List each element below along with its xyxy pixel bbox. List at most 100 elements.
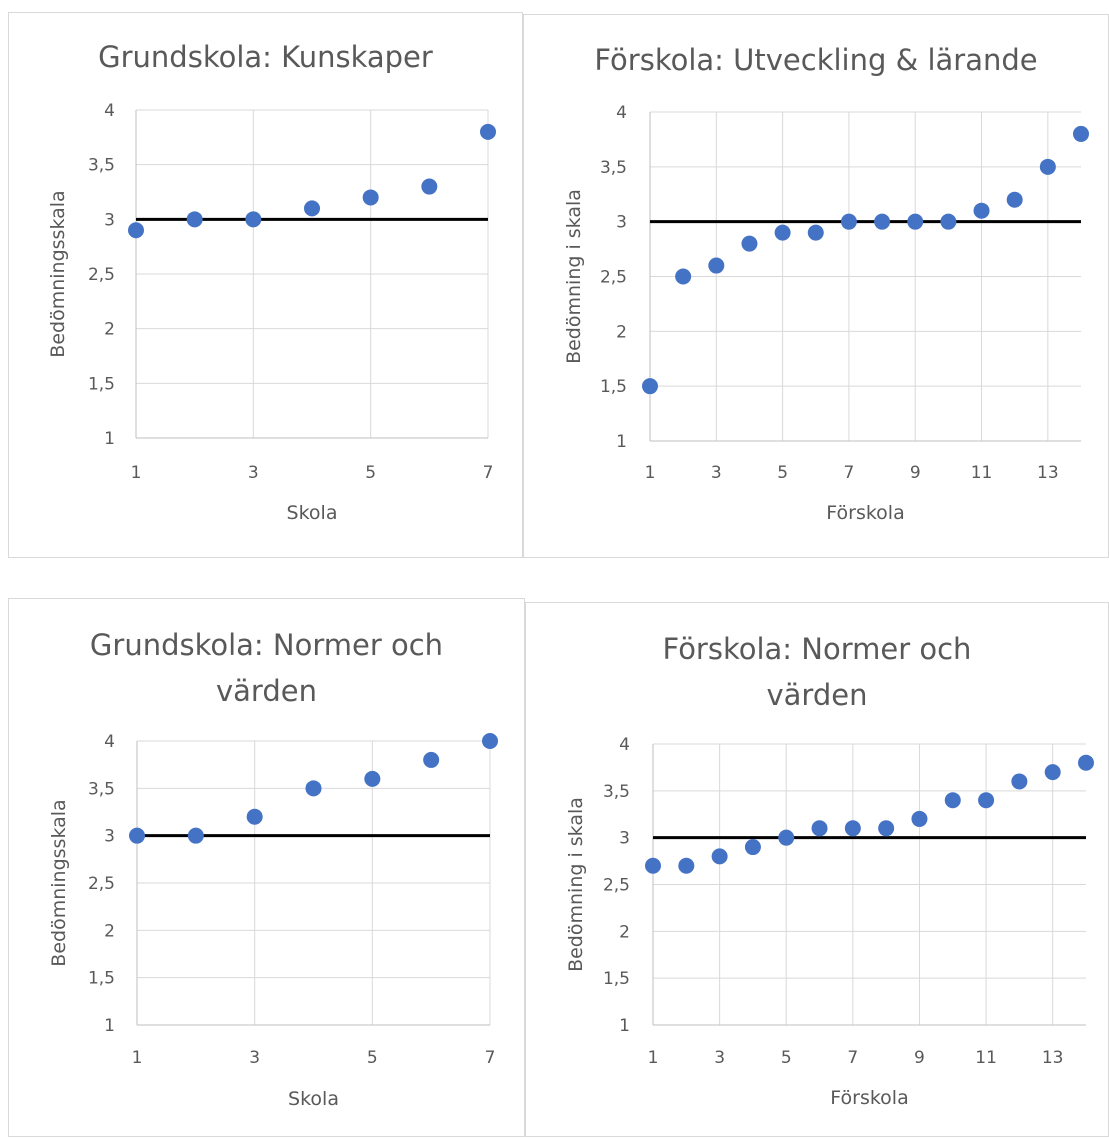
chart-panel-grundskola-normer: Grundskola: Normer och värden 1 1,5 2 2,5 3 3… [8, 598, 525, 1137]
x-tick-label: 5 [367, 1048, 378, 1068]
chart-title: Förskola: Normer och värden [662, 632, 972, 712]
y-tick-label: 4 [104, 732, 115, 752]
data-point [878, 820, 895, 837]
data-point [944, 792, 961, 809]
data-point [421, 178, 438, 195]
data-point [807, 224, 824, 241]
data-point [844, 820, 861, 837]
x-tick-label: 3 [714, 1048, 725, 1068]
data-point [246, 808, 263, 825]
data-point [711, 848, 728, 865]
x-tick-label: 1 [131, 463, 142, 483]
x-axis-title: Förskola [826, 502, 904, 524]
y-tick-label: 3,5 [88, 779, 115, 799]
data-point [480, 123, 496, 140]
x-tick-label: 9 [914, 1048, 925, 1068]
data-point [187, 827, 204, 844]
y-tick-label: 2 [104, 921, 115, 941]
data-point [482, 733, 498, 749]
data-point [1006, 191, 1023, 208]
x-tick-label: 1 [648, 1048, 659, 1068]
x-tick-label: 7 [485, 1048, 496, 1068]
data-point [1039, 158, 1056, 175]
data-point [1073, 125, 1089, 142]
y-tick-label: 3 [104, 210, 115, 230]
y-tick-label: 3 [616, 213, 627, 233]
y-tick-label: 3,5 [600, 158, 627, 178]
x-tick-label: 9 [910, 463, 921, 483]
data-point [874, 213, 891, 230]
x-tick-label: 1 [645, 463, 656, 483]
x-tick-label: 5 [365, 463, 376, 483]
y-axis-title: Bedömningsskala [47, 190, 69, 357]
data-point [708, 257, 725, 274]
y-axis-title: Bedömningsskala [48, 799, 70, 966]
scatter-plot: 11,522,533,541 3 5 7 9 11 13FörskolaBedömning … [563, 103, 1089, 524]
x-tick-label: 5 [781, 1048, 792, 1068]
data-point [811, 820, 828, 837]
chart-title: Förskola: Utveckling & lärande [594, 43, 1038, 77]
data-point [774, 224, 791, 241]
y-tick-label: 2 [104, 320, 115, 340]
y-tick-label: 4 [619, 735, 630, 755]
x-tick-label: 7 [483, 463, 494, 483]
data-point [642, 378, 658, 395]
y-tick-label: 2,5 [603, 876, 630, 896]
chart-title: Grundskola: Normer och värden [89, 628, 444, 708]
x-tick-label: 1 [132, 1048, 143, 1068]
data-point [362, 189, 379, 206]
y-tick-label: 1,5 [600, 377, 627, 397]
x-tick-label: 11 [975, 1048, 997, 1068]
chart-panel-forskola-utveckling: Förskola: Utveckling & lärande 1 1,5 2 2,5 3… [523, 14, 1109, 558]
y-tick-label: 4 [104, 101, 115, 121]
y-tick-label: 2,5 [600, 268, 627, 288]
y-axis-title: Bedömning i skala [565, 797, 587, 972]
chart-title: Grundskola: Kunskaper [98, 40, 433, 74]
scatter-plot: 1 1,5 2 2,5 3 3,5 4 1 3 5 7 Skola Bedömningsskala [47, 101, 496, 524]
x-tick-label: 3 [249, 1048, 260, 1068]
data-point [645, 857, 661, 874]
y-tick-label: 1 [616, 432, 627, 452]
y-tick-label: 1,5 [603, 969, 630, 989]
data-point [678, 857, 695, 874]
data-point [1044, 764, 1061, 781]
y-tick-label: 3,5 [603, 782, 630, 802]
data-point [305, 780, 322, 797]
y-tick-label: 1,5 [88, 374, 115, 394]
chart-panel-forskola-normer: Förskola: Normer och värden 1 1,5 2 2,5 3 3,5… [525, 602, 1109, 1137]
y-tick-label: 3 [619, 829, 630, 849]
y-axis-title: Bedömning i skala [563, 189, 585, 364]
data-point [741, 235, 758, 252]
x-tick-label: 3 [711, 463, 722, 483]
y-tick-label: 2 [616, 322, 627, 342]
x-axis-title: Förskola [830, 1087, 908, 1109]
y-tick-label: 3,5 [88, 156, 115, 176]
y-tick-label: 2,5 [88, 265, 115, 285]
data-point [675, 268, 692, 285]
data-point [304, 200, 320, 217]
data-point [1011, 773, 1028, 790]
y-tick-label: 1 [104, 429, 115, 449]
y-tick-label: 3 [104, 827, 115, 847]
x-tick-label: 13 [1042, 1048, 1064, 1068]
data-point [128, 222, 144, 239]
data-point [744, 839, 761, 856]
scatter-plot: 1 1,5 2 2,5 3 3,5 4 1 3 5 7 Skola Bedömningsskala [48, 732, 498, 1110]
data-point [778, 829, 795, 846]
y-tick-label: 1,5 [88, 969, 115, 989]
data-point [973, 202, 990, 219]
y-tick-label: 2 [619, 922, 630, 942]
data-point [245, 211, 262, 228]
y-tick-label: 2,5 [88, 874, 115, 894]
data-point [364, 770, 381, 787]
data-point [940, 213, 957, 230]
x-tick-label: 7 [847, 1048, 858, 1068]
x-tick-label: 11 [971, 463, 993, 483]
data-point [978, 792, 995, 809]
y-tick-label: 1 [619, 1016, 630, 1036]
x-tick-label: 3 [248, 463, 259, 483]
x-tick-label: 13 [1037, 463, 1059, 483]
x-axis-title: Skola [287, 502, 338, 524]
data-point [129, 827, 145, 844]
data-point [423, 751, 440, 768]
